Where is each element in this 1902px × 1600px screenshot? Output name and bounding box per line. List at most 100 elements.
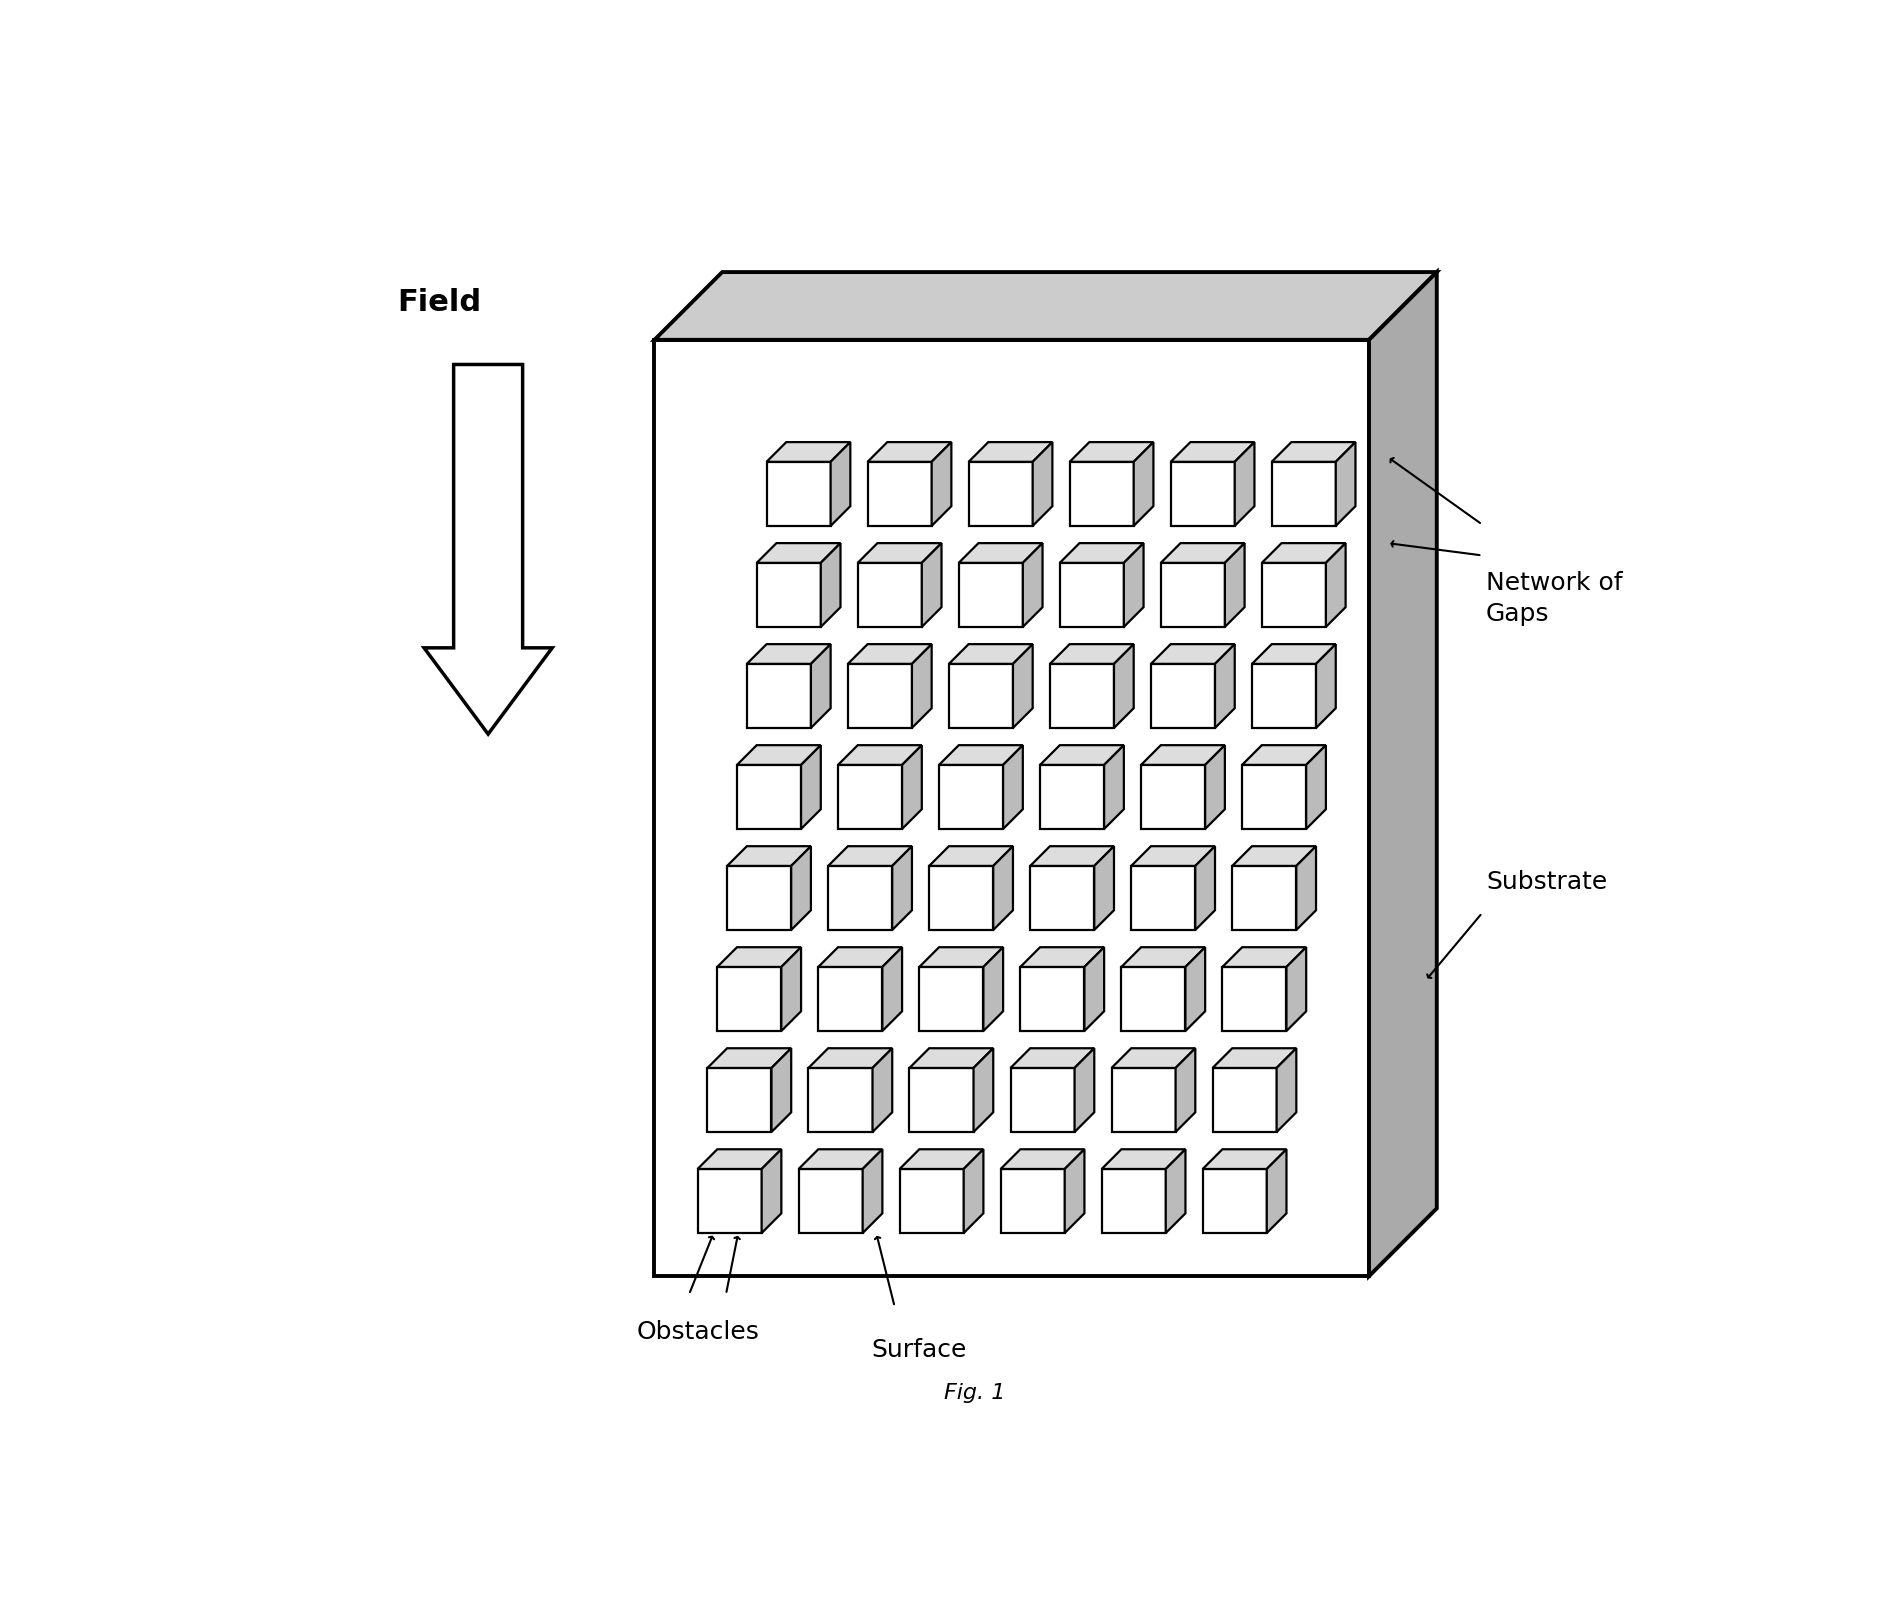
Polygon shape bbox=[772, 1048, 791, 1133]
Polygon shape bbox=[974, 1048, 993, 1133]
Text: Surface: Surface bbox=[871, 1338, 966, 1362]
Polygon shape bbox=[791, 846, 810, 930]
Polygon shape bbox=[940, 746, 1023, 765]
Polygon shape bbox=[922, 542, 941, 627]
Polygon shape bbox=[949, 645, 1033, 664]
Polygon shape bbox=[1014, 645, 1033, 728]
Text: Fig. 1: Fig. 1 bbox=[943, 1382, 1006, 1403]
Polygon shape bbox=[1132, 846, 1215, 866]
Polygon shape bbox=[1000, 1170, 1065, 1234]
Polygon shape bbox=[858, 563, 922, 627]
Polygon shape bbox=[848, 645, 932, 664]
Polygon shape bbox=[757, 542, 841, 563]
Polygon shape bbox=[818, 966, 883, 1030]
Polygon shape bbox=[1286, 947, 1307, 1030]
Polygon shape bbox=[822, 542, 841, 627]
Polygon shape bbox=[1326, 542, 1345, 627]
Text: Substrate: Substrate bbox=[1485, 870, 1607, 894]
Polygon shape bbox=[1225, 542, 1244, 627]
Polygon shape bbox=[1002, 746, 1023, 829]
Polygon shape bbox=[993, 846, 1014, 930]
Polygon shape bbox=[1202, 1170, 1267, 1234]
Polygon shape bbox=[959, 563, 1023, 627]
Polygon shape bbox=[1134, 442, 1153, 526]
Polygon shape bbox=[736, 746, 822, 765]
Polygon shape bbox=[1307, 746, 1326, 829]
Polygon shape bbox=[902, 746, 922, 829]
Polygon shape bbox=[873, 1048, 892, 1133]
Polygon shape bbox=[930, 846, 1014, 866]
Polygon shape bbox=[654, 272, 1436, 339]
Polygon shape bbox=[1223, 947, 1307, 966]
Polygon shape bbox=[757, 563, 822, 627]
Polygon shape bbox=[1170, 462, 1234, 526]
Polygon shape bbox=[1252, 664, 1316, 728]
Polygon shape bbox=[827, 846, 911, 866]
Polygon shape bbox=[1213, 1048, 1297, 1067]
Polygon shape bbox=[1075, 1048, 1094, 1133]
Polygon shape bbox=[1170, 442, 1255, 462]
Polygon shape bbox=[1160, 542, 1244, 563]
Polygon shape bbox=[1369, 272, 1436, 1277]
Polygon shape bbox=[1115, 645, 1134, 728]
Text: Obstacles: Obstacles bbox=[635, 1320, 759, 1344]
Polygon shape bbox=[799, 1170, 864, 1234]
Polygon shape bbox=[727, 846, 810, 866]
Polygon shape bbox=[1206, 746, 1225, 829]
Polygon shape bbox=[424, 365, 552, 734]
Polygon shape bbox=[1023, 542, 1042, 627]
Polygon shape bbox=[1069, 442, 1153, 462]
Polygon shape bbox=[1223, 966, 1286, 1030]
Polygon shape bbox=[1105, 746, 1124, 829]
Polygon shape bbox=[930, 866, 993, 930]
Polygon shape bbox=[909, 1067, 974, 1133]
Polygon shape bbox=[864, 1149, 883, 1234]
Polygon shape bbox=[1124, 542, 1143, 627]
Polygon shape bbox=[1031, 846, 1115, 866]
Polygon shape bbox=[1151, 664, 1215, 728]
Polygon shape bbox=[839, 765, 902, 829]
Polygon shape bbox=[1242, 765, 1307, 829]
Polygon shape bbox=[1019, 966, 1084, 1030]
Polygon shape bbox=[827, 866, 892, 930]
Polygon shape bbox=[1010, 1048, 1094, 1067]
Polygon shape bbox=[1234, 442, 1255, 526]
Polygon shape bbox=[1297, 846, 1316, 930]
Polygon shape bbox=[1335, 442, 1356, 526]
Polygon shape bbox=[1111, 1048, 1194, 1067]
Polygon shape bbox=[959, 542, 1042, 563]
Polygon shape bbox=[1050, 664, 1115, 728]
Polygon shape bbox=[1000, 1149, 1084, 1170]
Polygon shape bbox=[801, 746, 822, 829]
Polygon shape bbox=[1261, 563, 1326, 627]
Text: Network of
Gaps: Network of Gaps bbox=[1485, 571, 1622, 626]
Polygon shape bbox=[1040, 746, 1124, 765]
Polygon shape bbox=[808, 1067, 873, 1133]
Polygon shape bbox=[1232, 866, 1297, 930]
Polygon shape bbox=[1040, 765, 1105, 829]
Polygon shape bbox=[810, 645, 831, 728]
Polygon shape bbox=[1084, 947, 1105, 1030]
Polygon shape bbox=[1122, 966, 1185, 1030]
Polygon shape bbox=[911, 645, 932, 728]
Polygon shape bbox=[1175, 1048, 1194, 1133]
Polygon shape bbox=[736, 765, 801, 829]
Polygon shape bbox=[1213, 1067, 1276, 1133]
Polygon shape bbox=[767, 462, 831, 526]
Polygon shape bbox=[1316, 645, 1335, 728]
Polygon shape bbox=[1141, 765, 1206, 829]
Polygon shape bbox=[818, 947, 902, 966]
Polygon shape bbox=[900, 1149, 983, 1170]
Polygon shape bbox=[1132, 866, 1194, 930]
Polygon shape bbox=[983, 947, 1002, 1030]
Polygon shape bbox=[1122, 947, 1206, 966]
Polygon shape bbox=[1272, 462, 1335, 526]
Polygon shape bbox=[698, 1170, 761, 1234]
Text: Field: Field bbox=[398, 288, 481, 317]
Polygon shape bbox=[1272, 442, 1356, 462]
Polygon shape bbox=[858, 542, 941, 563]
Polygon shape bbox=[909, 1048, 993, 1067]
Polygon shape bbox=[1050, 645, 1134, 664]
Polygon shape bbox=[1194, 846, 1215, 930]
Polygon shape bbox=[900, 1170, 964, 1234]
